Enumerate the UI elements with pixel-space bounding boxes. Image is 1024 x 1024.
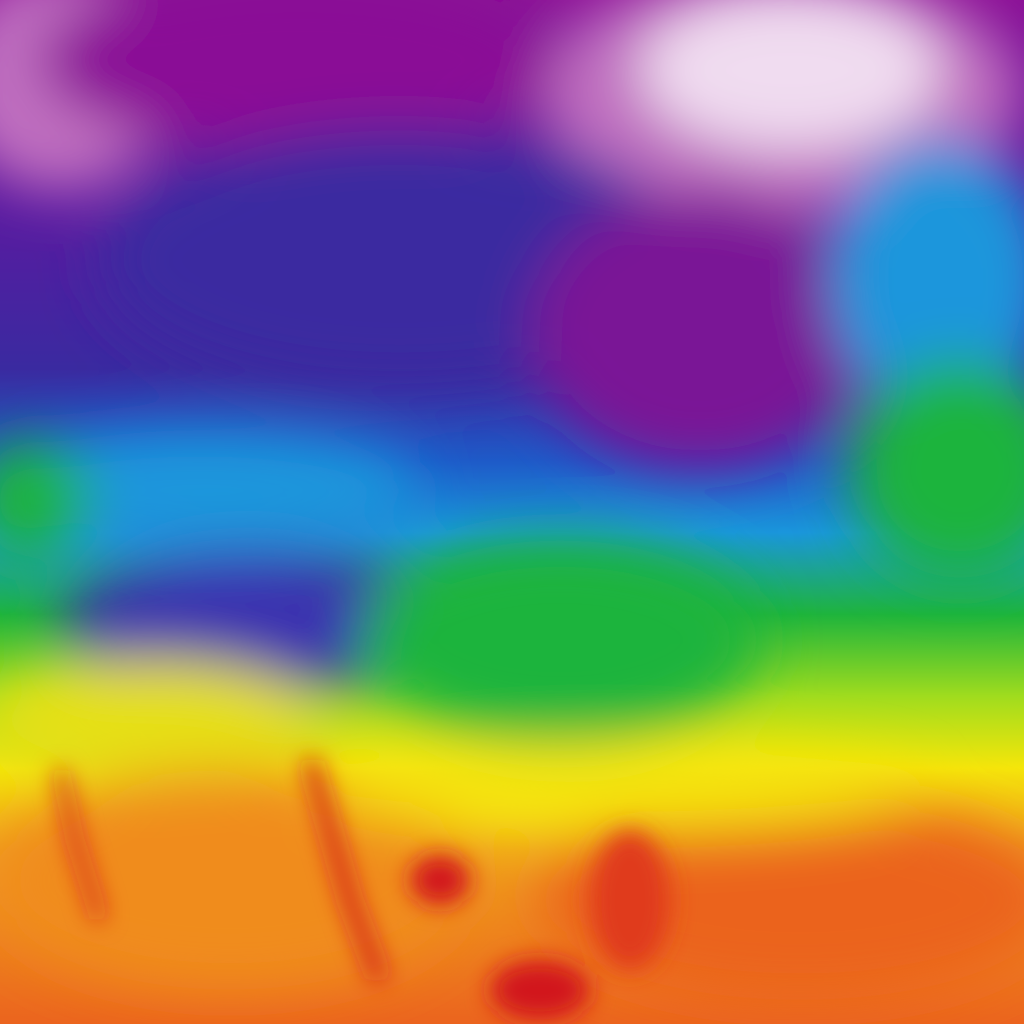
temperature-regions [0, 0, 1024, 1000]
region-west-green [0, 440, 90, 560]
region-siberia-coldest [640, 0, 940, 150]
region-west-cyan [0, 430, 420, 550]
region-india-yellow [0, 660, 320, 780]
region-east-purple [530, 190, 870, 470]
hotspot-indochina [410, 855, 470, 905]
region-pacific-cyan [830, 140, 1024, 420]
region-south-yellow [320, 750, 920, 830]
hotspot-borneo [490, 960, 590, 1020]
region-india-orange [0, 770, 470, 990]
region-tibet-indigo [60, 550, 460, 690]
region-east-green [850, 360, 1024, 580]
hot-spots [55, 758, 670, 1020]
hotspot-myanmar [303, 758, 387, 983]
region-china-green [360, 540, 760, 740]
hotspot-philippines [590, 830, 670, 970]
hotspot-western-ghats [55, 768, 105, 922]
region-top-purple [40, 0, 560, 150]
region-southeast-orange [540, 800, 1024, 1000]
